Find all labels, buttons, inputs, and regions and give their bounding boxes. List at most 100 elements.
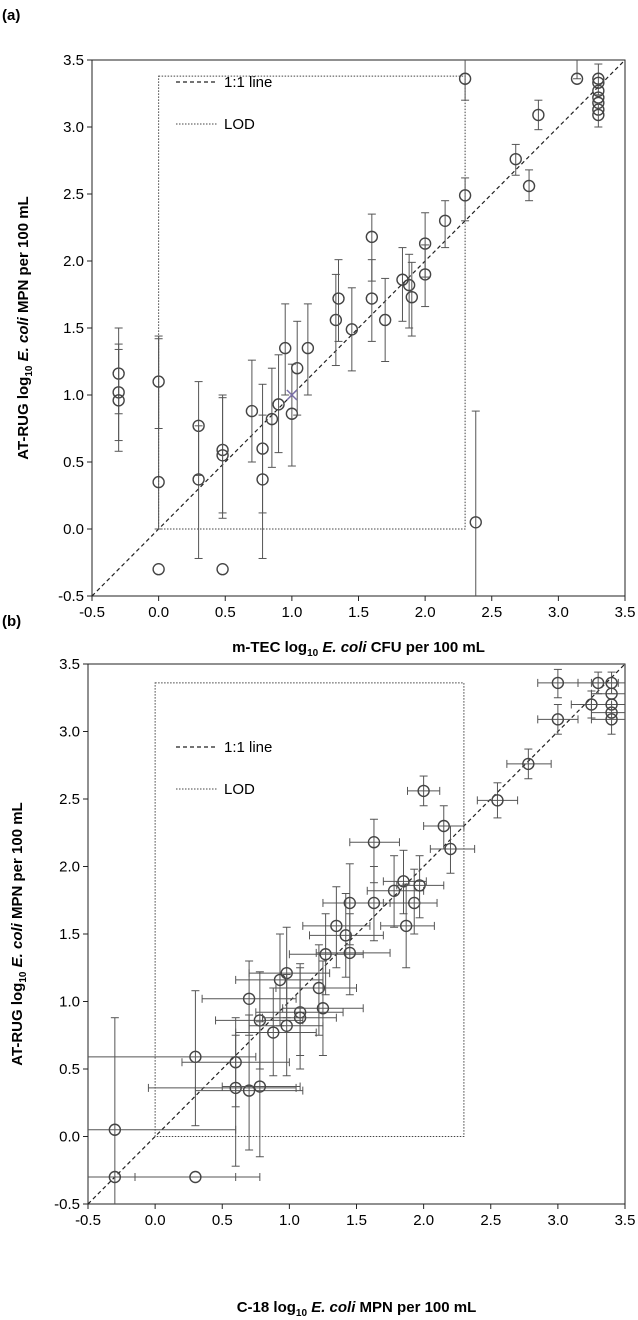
x-tick-label: 3.0 bbox=[548, 604, 569, 621]
legend-label: LOD bbox=[224, 781, 255, 798]
x-axis-label-post: MPN per 100 mL bbox=[355, 1299, 476, 1316]
x-axis-label-sub: 10 bbox=[307, 648, 319, 659]
data-point bbox=[194, 1014, 304, 1151]
data-marker bbox=[605, 713, 618, 726]
data-point bbox=[429, 825, 476, 874]
data-marker bbox=[312, 981, 326, 995]
data-marker bbox=[509, 152, 522, 166]
data-point bbox=[275, 944, 357, 1036]
data-marker bbox=[291, 362, 304, 375]
data-point bbox=[288, 913, 364, 996]
x-tick-label: 2.5 bbox=[480, 1212, 501, 1229]
one-to-one-line bbox=[91, 59, 626, 597]
lod-box bbox=[154, 682, 465, 1138]
data-point bbox=[402, 253, 416, 329]
y-tick-label: 3.0 bbox=[59, 724, 80, 741]
x-axis-label-italic: E. coli bbox=[322, 639, 367, 656]
data-point bbox=[282, 960, 364, 1056]
y-axis-label: AT-RUG log10 E. coli MPN per 100 mL bbox=[15, 196, 35, 459]
data-point bbox=[378, 277, 392, 362]
data-marker bbox=[469, 516, 482, 529]
x-tick-label: 0.0 bbox=[145, 1212, 166, 1229]
x-axis-label: C-18 log10 E. coli MPN per 100 mL bbox=[237, 1299, 477, 1319]
data-marker bbox=[522, 179, 536, 193]
x-tick-label: 2.0 bbox=[415, 604, 436, 621]
data-marker bbox=[365, 292, 379, 305]
legend-label: 1:1 line bbox=[224, 74, 272, 91]
data-marker bbox=[458, 72, 472, 85]
data-marker bbox=[551, 676, 565, 690]
data-marker bbox=[108, 1170, 122, 1184]
data-point bbox=[349, 866, 404, 942]
data-marker bbox=[417, 784, 430, 798]
data-marker bbox=[192, 473, 205, 486]
data-marker bbox=[245, 404, 259, 418]
x-tick-label: 0.0 bbox=[148, 604, 169, 621]
data-marker bbox=[592, 108, 605, 122]
data-point bbox=[262, 963, 337, 1070]
data-point bbox=[405, 261, 418, 337]
y-tick-label: 0.5 bbox=[63, 454, 84, 471]
data-point bbox=[248, 926, 331, 1019]
legend-label: 1:1 line bbox=[224, 739, 272, 756]
panel-label: (a) bbox=[2, 7, 20, 24]
data-point bbox=[221, 1021, 301, 1158]
data-marker bbox=[405, 290, 418, 304]
data-point bbox=[329, 273, 343, 367]
x-axis-label-pre: C-18 log bbox=[237, 1299, 296, 1316]
data-point bbox=[590, 671, 625, 695]
y-tick-label: 1.0 bbox=[63, 387, 84, 404]
data-marker bbox=[256, 473, 269, 486]
panel-label: (b) bbox=[2, 613, 21, 630]
data-point bbox=[88, 990, 257, 1127]
data-marker bbox=[438, 214, 452, 228]
data-marker bbox=[273, 973, 287, 987]
data-point bbox=[309, 893, 384, 978]
data-marker bbox=[329, 313, 343, 327]
data-point bbox=[389, 868, 438, 935]
data-marker bbox=[522, 757, 535, 771]
data-marker bbox=[418, 268, 432, 281]
x-axis-label-post: CFU per 100 mL bbox=[367, 639, 485, 656]
lod-box bbox=[158, 75, 466, 530]
data-marker bbox=[253, 1080, 267, 1093]
data-marker bbox=[280, 1019, 293, 1033]
data-marker bbox=[189, 1170, 202, 1184]
data-marker bbox=[551, 713, 565, 726]
chart-panel-a: (a) -0.5 0.0 0.5 1.0 1.5 2.0 2.5 3.0 3.5 -0.5 0.0 0.… bbox=[2, 7, 635, 659]
data-marker bbox=[330, 919, 343, 933]
data-point bbox=[365, 259, 379, 342]
y-axis-label: AT-RUG log10 E. coli MPN per 100 mL bbox=[9, 802, 29, 1065]
x-tick-label: 1.5 bbox=[346, 1212, 367, 1229]
y-axis-label-pre: AT-RUG log bbox=[9, 983, 26, 1066]
y-tick-label: 3.0 bbox=[63, 119, 84, 136]
y-tick-label: 0.0 bbox=[59, 1129, 80, 1146]
data-point bbox=[216, 397, 229, 519]
chart-panel-b: (b) -0.5 0.0 0.5 1.0 1.5 2.0 2.5 3.0 3.5 -0.5 0.0 0.… bbox=[2, 613, 635, 1319]
data-point bbox=[256, 414, 269, 559]
data-point bbox=[291, 320, 304, 416]
x-tick-label: 3.5 bbox=[615, 1212, 636, 1229]
y-tick-label: 2.0 bbox=[63, 253, 84, 270]
y-axis-label-italic: E. coli bbox=[9, 922, 26, 967]
data-point bbox=[279, 303, 292, 396]
x-tick-label: 2.0 bbox=[413, 1212, 434, 1229]
data-marker bbox=[592, 76, 605, 89]
data-point bbox=[88, 1017, 237, 1204]
x-tick-label: 1.0 bbox=[279, 1212, 300, 1229]
x-tick-label: -0.5 bbox=[79, 604, 105, 621]
data-point bbox=[570, 60, 584, 85]
data-point bbox=[532, 99, 545, 131]
data-point bbox=[152, 563, 165, 576]
data-point bbox=[265, 367, 279, 468]
data-marker bbox=[532, 108, 545, 122]
data-marker bbox=[399, 919, 413, 933]
data-marker bbox=[367, 836, 381, 849]
data-marker bbox=[378, 313, 392, 327]
data-point bbox=[301, 303, 315, 396]
data-marker bbox=[345, 323, 359, 336]
legend-label: LOD bbox=[224, 116, 255, 133]
y-axis-label-sub: 10 bbox=[24, 365, 35, 377]
data-marker bbox=[444, 842, 457, 856]
data-marker bbox=[272, 398, 285, 411]
